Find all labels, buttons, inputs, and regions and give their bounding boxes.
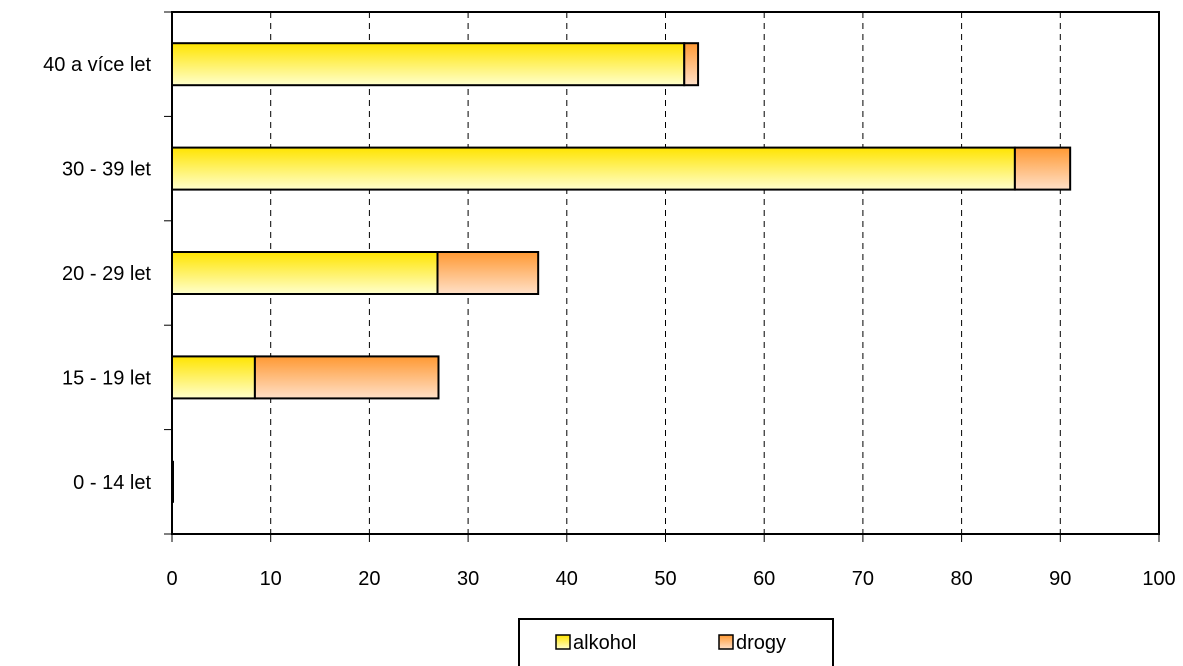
category-label: 0 - 14 let (73, 472, 151, 494)
x-tick-label: 10 (260, 568, 282, 590)
legend-swatch-drogy (718, 634, 734, 650)
labels: 0 - 14 let 15 - 19 let 20 - 29 let 30 - 39 … (43, 54, 1176, 590)
legend: alkohol drogy (518, 618, 834, 666)
bar-alkohol-1 (171, 355, 256, 400)
bar-alkohol-4 (171, 42, 686, 87)
x-tick-label: 100 (1142, 568, 1175, 590)
legend-label-alkohol: alkohol (573, 632, 636, 654)
grid-lines (270, 12, 1061, 534)
bars (171, 42, 1072, 503)
x-tick-label: 80 (950, 568, 972, 590)
x-tick-label: 40 (556, 568, 578, 590)
category-label: 30 - 39 let (62, 159, 151, 181)
bar-drogy-4 (683, 42, 700, 87)
x-tick-label: 50 (654, 568, 676, 590)
legend-label-drogy: drogy (736, 632, 786, 654)
bar-alkohol-2 (171, 251, 439, 295)
x-tick-label: 60 (753, 568, 775, 590)
category-label: 15 - 19 let (62, 367, 151, 389)
category-label: 40 a více let (43, 54, 151, 76)
bar-drogy-3 (1013, 146, 1072, 191)
x-tick-label: 0 (166, 568, 177, 590)
legend-box (518, 618, 834, 666)
axes (164, 11, 1160, 542)
bar-drogy-2 (436, 251, 540, 295)
legend-swatch-alkohol (555, 634, 571, 650)
bar-alkohol-3 (171, 146, 1016, 191)
category-label: 20 - 29 let (62, 263, 151, 285)
x-tick-label: 90 (1049, 568, 1071, 590)
x-tick-label: 30 (457, 568, 479, 590)
x-tick-label: 70 (852, 568, 874, 590)
x-tick-label: 20 (358, 568, 380, 590)
bar-drogy-1 (253, 355, 440, 400)
